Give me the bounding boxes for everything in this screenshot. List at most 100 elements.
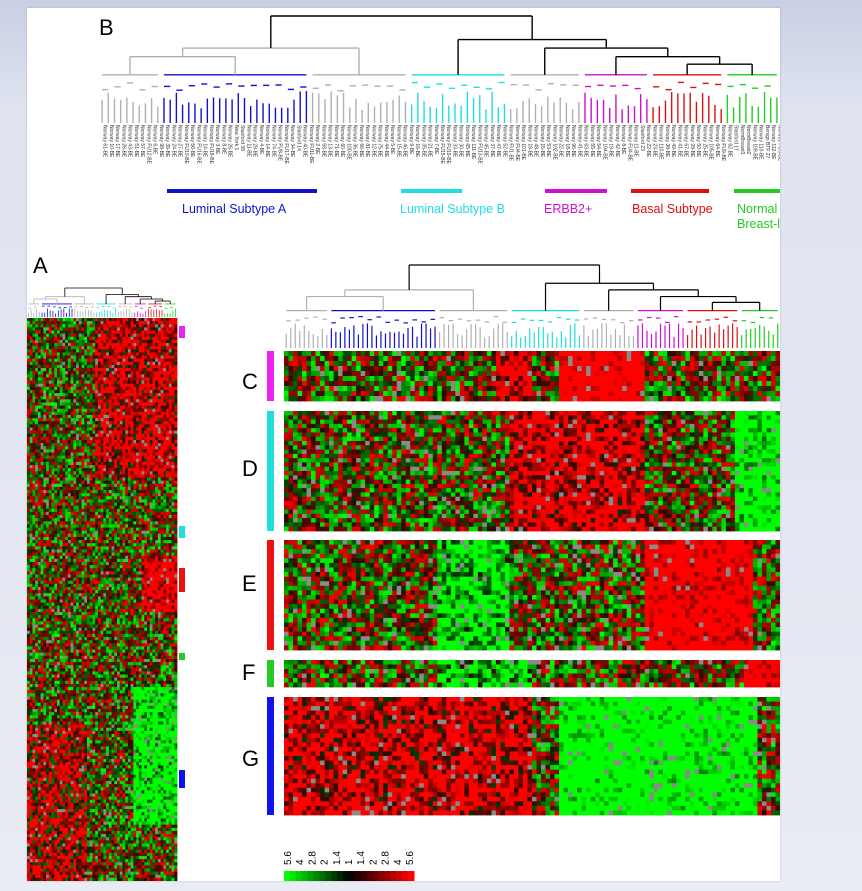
sample-label: Norway 110-BE <box>758 125 764 160</box>
sample-label: Norway 37-BE <box>489 125 495 158</box>
sample-label: Norway 4-BE <box>258 125 264 155</box>
cluster-marker <box>179 653 185 660</box>
sample-label: Norway 41-BE <box>576 125 582 158</box>
sample-label: New York 1 <box>233 125 239 151</box>
sample-label: Norway 44-BE <box>383 125 389 158</box>
subtype-bar <box>401 189 462 193</box>
sample-label: Norway 5-BE <box>389 125 395 155</box>
sample-label: Norway 10-BE <box>108 125 114 158</box>
sample-label: Norway 16-BE <box>414 125 420 158</box>
sample-label: Norway 7-BE <box>433 125 439 155</box>
sample-label: Norway 104-BE <box>601 125 607 161</box>
scale-tick-label: 5.6 <box>283 851 294 865</box>
sample-label: Norway FU18-BE <box>208 125 214 165</box>
sample-label: Norway 8-BE <box>620 125 626 155</box>
sample-label: Norway 18-BE <box>526 125 532 158</box>
sample-label: Norway 9-BE <box>408 125 414 155</box>
sample-label: Norway 14-BE <box>264 125 270 158</box>
sample-label: Norway 17-BE <box>114 125 120 158</box>
sample-label: Norway 47-BE <box>495 125 501 158</box>
subtype-bar <box>545 189 607 193</box>
sample-label: Norway 28-BE <box>689 125 695 158</box>
sample-label: Norway 36-BE <box>352 125 358 158</box>
sample-label: Norway 34-BE <box>289 125 295 158</box>
sample-label: Norway 24-BE <box>170 125 176 158</box>
sample-label: Stanford 38 <box>239 125 245 151</box>
figure-canvas: Norway 61-BE Norway 10-BE Norway 17-BE Norw… <box>27 15 780 881</box>
panel-label-e: E <box>242 571 257 596</box>
cluster-marker <box>179 568 185 592</box>
sample-label: Norway 75-BE <box>377 125 383 158</box>
scale-tick-label: 5.6 <box>405 851 416 865</box>
subtype-bar <box>631 189 709 193</box>
sample-label: Norway 35-BE <box>420 125 426 158</box>
sample-label: Norway 13-BE <box>327 125 333 158</box>
scale-tick-label: 1.4 <box>332 851 343 865</box>
sample-label: Norway FU11-BE <box>308 125 314 164</box>
sample-label: Norway FU4-BE <box>626 125 632 162</box>
sample-label: Norway 51-BE <box>133 125 139 158</box>
sample-label: Norway 109-BE <box>751 125 757 161</box>
sample-label: Norway 111-BE <box>470 125 476 160</box>
subtype-bar <box>734 189 780 193</box>
scale-tick-label: 1.4 <box>356 851 367 865</box>
sample-label: Norway 8-BE <box>220 125 226 155</box>
cluster-color-bar <box>267 351 274 401</box>
cluster-color-bar <box>267 540 274 650</box>
sample-label: Norway 22-BE <box>645 125 651 158</box>
cluster-heatmaps: TLK1TRAP100PPARBPERBB2GRB7ERBB2ATP5G1PRN… <box>267 351 780 816</box>
subtype-bar <box>167 189 317 193</box>
scale-tick-label: 2.8 <box>381 851 392 865</box>
sample-label: Norway 21-BE <box>427 125 433 158</box>
sample-label: Stanford 17 <box>733 125 739 151</box>
sample-label: Norway 41-BE <box>676 125 682 158</box>
sample-label: Stanford 14 <box>295 125 301 151</box>
sample-label: Norway 74-BE <box>270 125 276 158</box>
sample-label: Norway 98-BE <box>158 125 164 158</box>
sample-label: Norway 62-BE <box>726 125 732 158</box>
sample-label: Norway FU16-BE <box>195 125 201 165</box>
subtype-label-normal: Normal <box>737 202 777 216</box>
sample-label: Norway 30-BE <box>458 125 464 158</box>
sample-label: Norway 45-BE <box>483 125 489 158</box>
sample-label: Norway 22-BE <box>558 125 564 158</box>
panel-right-dendrogram <box>285 264 779 348</box>
subtype-label-luminal-a: Luminal Subtype A <box>182 202 287 216</box>
subtype-label-luminal-b: Luminal Subtype B <box>400 202 505 216</box>
panel-label-f: F <box>242 660 255 685</box>
sample-label: Norway 56-BE <box>189 125 195 158</box>
cluster-color-bar <box>267 660 274 687</box>
sample-label: Norway 43-BE <box>127 125 133 158</box>
sample-label: NormBreast2 <box>745 125 751 155</box>
scale-tick-label: 2 <box>368 859 379 865</box>
sample-label: Norway 27-BE <box>177 125 183 158</box>
sample-label: Norway 101-BE <box>520 125 526 161</box>
sample-label: Norway 50-BE <box>695 125 701 158</box>
scale-tick-label: 1 <box>344 859 355 865</box>
cluster-marker <box>179 770 185 788</box>
sample-label: Norway 67-BE <box>683 125 689 158</box>
panel-label-a: A <box>33 253 48 278</box>
sample-label: Norway 48-BE <box>533 125 539 158</box>
sample-label: Norway 57-BE <box>139 125 145 158</box>
sample-label: Norway 54-BE <box>595 125 601 158</box>
sample-label: Norway 66-BE <box>358 125 364 158</box>
scale-tick-label: 4 <box>393 859 404 865</box>
sample-label: Norway FU13-BE <box>476 125 482 165</box>
sample-label: Norway 26-BE <box>120 125 126 158</box>
sample-label: Norway FU12-BE <box>145 125 151 165</box>
sample-label: Norway 60-BE <box>339 125 345 158</box>
sample-label: Norway 53-BE <box>545 125 551 158</box>
sample-label: Norway FU8-BE <box>277 125 283 162</box>
sample-label: Norway 112-BE <box>770 125 776 160</box>
sample-label: Norway FU4-BE <box>514 125 520 162</box>
panel-label-g: G <box>242 746 259 771</box>
sample-label: Norway 38-BE <box>664 125 670 158</box>
sample-label: Norway 110-BE <box>658 125 664 160</box>
sample-label: Norway 46-BE <box>402 125 408 158</box>
sample-label-list: Norway 61-BE Norway 10-BE Norway 17-BE Norw… <box>102 125 780 165</box>
sample-label: Norway FU19-BE <box>445 125 451 165</box>
subtype-bars <box>167 189 780 193</box>
sample-label: Norway 26-BE <box>227 125 233 158</box>
sample-label: Norway 100-BE <box>345 125 351 161</box>
